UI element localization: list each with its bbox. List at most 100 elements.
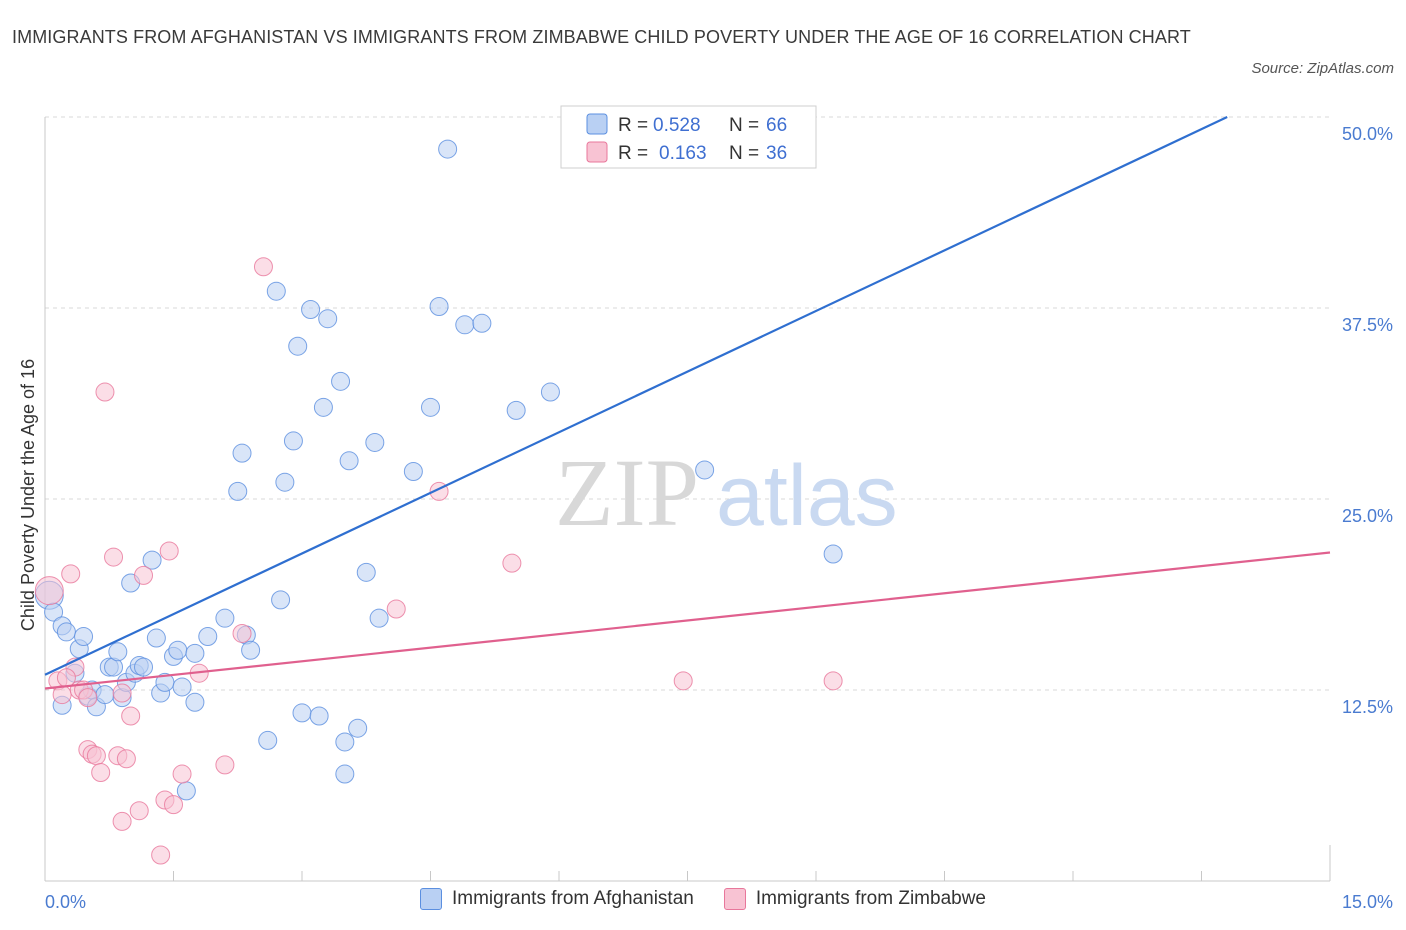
point-series0-47 [318, 309, 338, 329]
grid-lines [45, 116, 1330, 691]
point-series1-10 [86, 746, 106, 766]
point-series0-28 [176, 781, 196, 801]
point-series0-45 [309, 706, 329, 726]
trend-line-1 [44, 551, 1331, 690]
point-series1-28 [232, 623, 252, 643]
point-series0-49 [335, 732, 355, 752]
point-series0-52 [348, 718, 368, 738]
point-series1-21 [151, 845, 171, 865]
point-series1-7 [78, 688, 98, 708]
point-series0-27 [172, 677, 192, 697]
point-series0-56 [403, 461, 423, 481]
point-series1-35 [56, 668, 76, 688]
source-label: Source: ZipAtlas.com [1251, 60, 1394, 77]
point-series0-22 [146, 628, 166, 648]
legend-n-label-1: N = [729, 115, 759, 136]
bottom-legend: Immigrants from Afghanistan Immigrants f… [0, 888, 1406, 910]
legend-label-afghanistan: Immigrants from Afghanistan [452, 888, 694, 909]
point-series1-11 [91, 763, 111, 783]
point-series1-13 [104, 547, 124, 567]
point-series0-21 [142, 550, 162, 570]
watermark-atlas: atlas [716, 448, 898, 544]
watermark-zip: ZIP [555, 439, 699, 546]
legend-r-label-2: R = [618, 143, 648, 164]
point-series1-34 [823, 671, 843, 691]
point-series0-62 [506, 400, 526, 420]
point-series0-32 [215, 608, 235, 628]
point-series0-14 [108, 642, 128, 662]
legend-swatch-blue [420, 888, 442, 910]
x-tick-label-min: 0.0% [45, 892, 86, 912]
legend-item-afghanistan[interactable]: Immigrants from Afghanistan [420, 888, 694, 910]
legend-n-value-2: 36 [766, 143, 787, 164]
point-series1-19 [129, 801, 149, 821]
y-tick-label-3: 50.0% [1342, 124, 1393, 144]
point-series0-43 [292, 703, 312, 723]
point-series1-30 [386, 599, 406, 619]
point-series1-15 [112, 683, 132, 703]
point-series1-20 [134, 565, 154, 585]
watermark: ZIP atlas [555, 439, 898, 546]
legend-r-value-2: 0.163 [659, 143, 707, 164]
legend-r-label-1: R = [618, 115, 648, 136]
point-series1-25 [172, 764, 192, 784]
legend-r-value-1: 0.528 [653, 115, 701, 136]
point-series0-31 [198, 627, 218, 647]
point-series1-29 [253, 257, 273, 277]
point-series0-60 [455, 315, 475, 335]
legend-swatch-afghanistan [586, 113, 608, 135]
point-series0-44 [301, 300, 321, 320]
point-series0-59 [438, 139, 458, 159]
point-series0-29 [185, 643, 205, 663]
point-series1-27 [215, 755, 235, 775]
point-series0-40 [275, 472, 295, 492]
point-series1-33 [673, 671, 693, 691]
point-series0-36 [241, 640, 261, 660]
x-tick-label-max: 15.0% [1342, 892, 1393, 912]
y-axis-label: Child Poverty Under the Age of 16 [18, 359, 38, 631]
y-tick-label-0: 12.5% [1342, 697, 1393, 717]
point-series0-37 [258, 730, 278, 750]
point-series0-55 [369, 608, 389, 628]
point-series0-65 [823, 544, 843, 564]
point-series1-32 [502, 553, 522, 573]
point-series0-30 [185, 692, 205, 712]
point-series1-17 [116, 749, 136, 769]
point-series0-64 [695, 460, 715, 480]
point-series0-3 [56, 622, 76, 642]
point-series1-24 [164, 795, 183, 815]
data-points [34, 139, 843, 865]
legend-n-value-1: 66 [766, 115, 787, 136]
chart-title: IMMIGRANTS FROM AFGHANISTAN VS IMMIGRANT… [12, 27, 1191, 47]
legend-item-zimbabwe[interactable]: Immigrants from Zimbabwe [723, 888, 986, 910]
legend-swatch-pink [723, 888, 746, 910]
y-tick-label-1: 25.0% [1342, 506, 1393, 526]
point-series0-53 [356, 562, 376, 582]
point-series1-23 [159, 541, 179, 561]
point-series0-33 [228, 481, 248, 501]
point-series0-63 [540, 382, 560, 402]
point-series0-50 [335, 764, 355, 784]
point-series0-48 [331, 371, 351, 391]
point-series0-20 [134, 657, 154, 677]
trend-line-0 [44, 116, 1228, 676]
point-series0-42 [288, 336, 308, 356]
y-tick-labels: 12.5% 25.0% 37.5% 50.0% [1342, 124, 1393, 717]
point-series0-26 [168, 640, 188, 660]
axes [44, 117, 1331, 882]
legend-label-zimbabwe: Immigrants from Zimbabwe [755, 888, 986, 909]
point-series0-6 [74, 627, 94, 647]
trend-lines [44, 116, 1331, 690]
point-series0-34 [232, 443, 252, 463]
x-tick-labels: 0.0% 15.0% [45, 892, 1393, 912]
point-series0-39 [271, 590, 291, 610]
point-series0-57 [421, 397, 440, 417]
point-series1-12 [95, 382, 115, 402]
point-series0-51 [339, 451, 359, 471]
point-series0-38 [266, 281, 286, 301]
point-series1-16 [112, 811, 132, 831]
point-series1-3 [61, 564, 81, 584]
point-series1-18 [121, 706, 141, 726]
legend-swatch-zimbabwe [586, 141, 608, 163]
